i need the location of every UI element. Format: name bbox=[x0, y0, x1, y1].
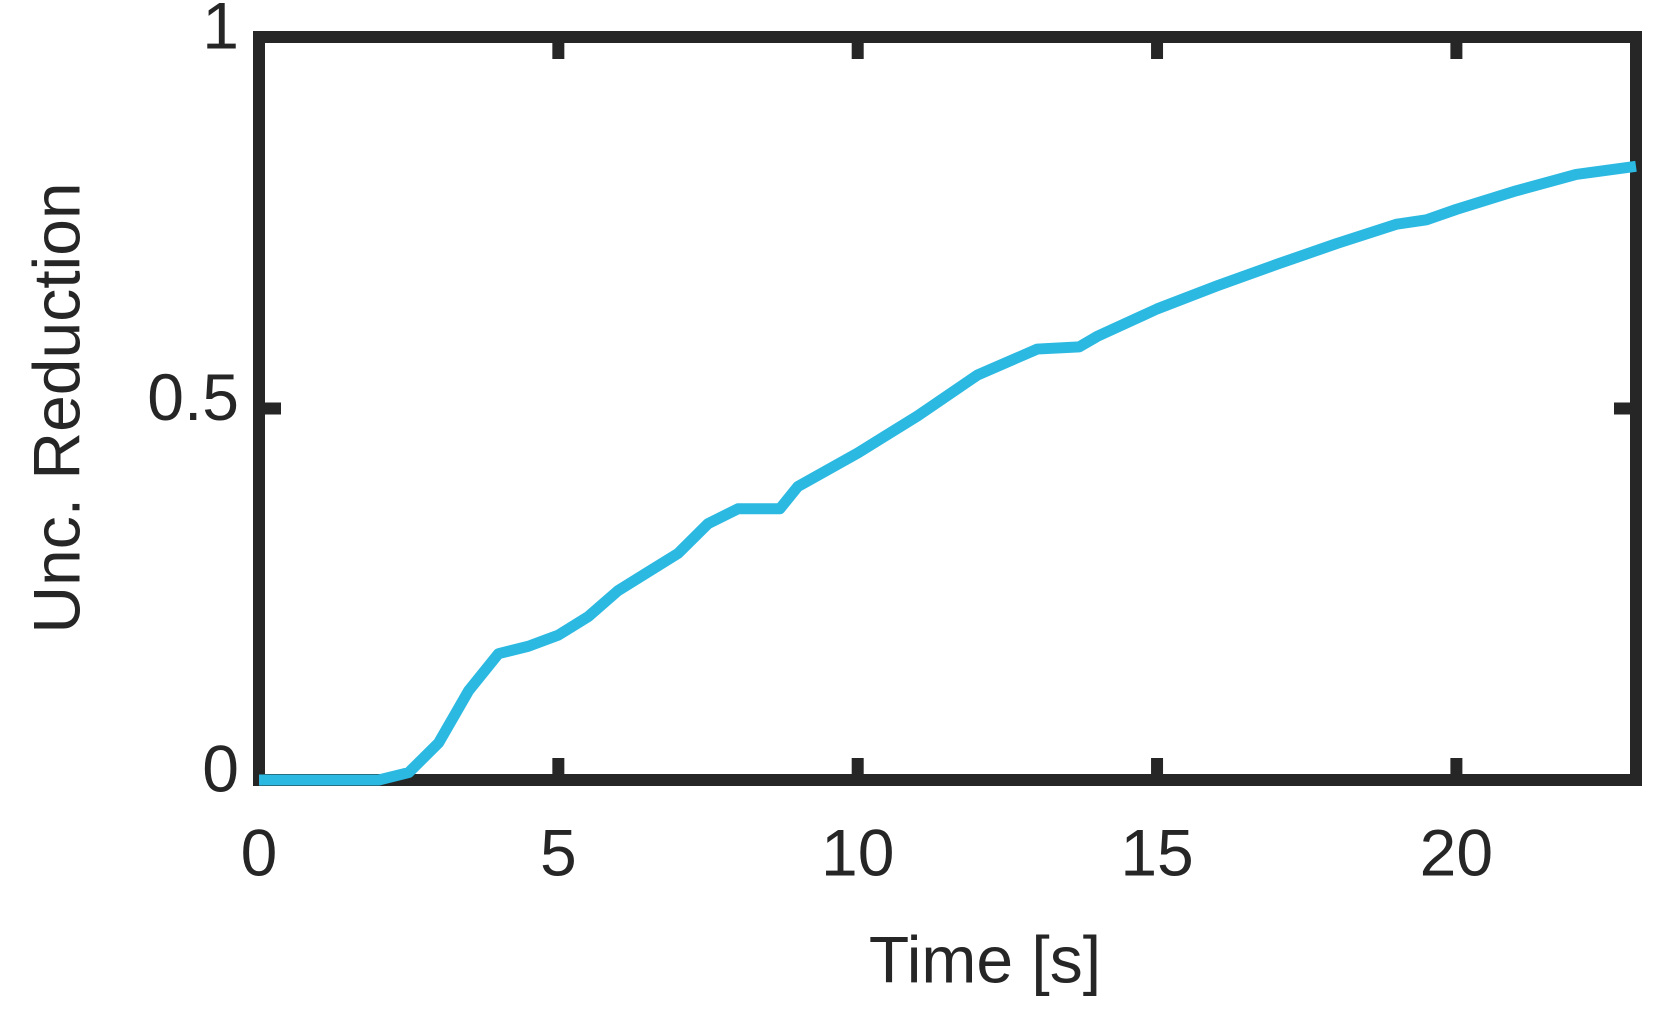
x-axis-label: Time [s] bbox=[869, 922, 1101, 996]
x-tick-label: 10 bbox=[821, 815, 894, 889]
x-tick-label: 5 bbox=[540, 815, 577, 889]
y-axis-label: Unc. Reduction bbox=[19, 182, 93, 633]
y-tick-label: 1 bbox=[202, 0, 239, 62]
x-tick-label: 15 bbox=[1120, 815, 1193, 889]
y-tick-label: 0.5 bbox=[147, 360, 239, 434]
plot-frame bbox=[253, 31, 1642, 786]
data-line bbox=[259, 160, 1637, 786]
x-tick-label: 20 bbox=[1420, 815, 1493, 889]
y-tick-label: 0 bbox=[202, 731, 239, 805]
x-tick-label: 0 bbox=[241, 815, 278, 889]
